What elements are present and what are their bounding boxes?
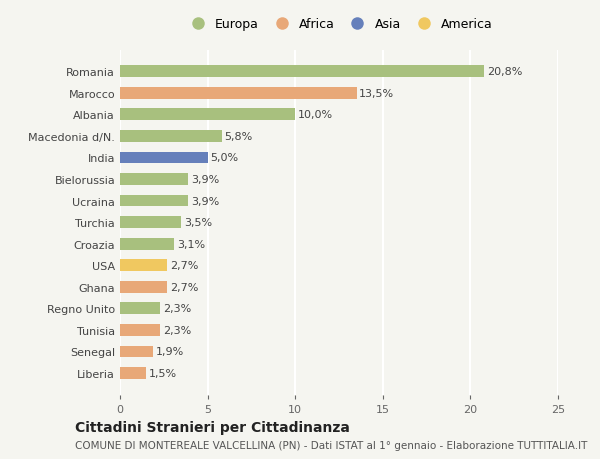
Bar [120, 346, 153, 358]
Bar [120, 367, 146, 379]
Text: 5,8%: 5,8% [224, 132, 253, 141]
Bar [120, 260, 167, 272]
Text: 1,5%: 1,5% [149, 368, 177, 378]
Text: COMUNE DI MONTEREALE VALCELLINA (PN) - Dati ISTAT al 1° gennaio - Elaborazione T: COMUNE DI MONTEREALE VALCELLINA (PN) - D… [75, 440, 587, 450]
Text: 3,1%: 3,1% [177, 239, 205, 249]
Bar [120, 152, 208, 164]
Bar [120, 131, 221, 142]
Bar [120, 217, 181, 229]
Legend: Europa, Africa, Asia, America: Europa, Africa, Asia, America [182, 16, 496, 34]
Bar [120, 109, 295, 121]
Text: 2,3%: 2,3% [163, 325, 191, 335]
Text: 2,7%: 2,7% [170, 261, 199, 271]
Bar [120, 324, 160, 336]
Text: 3,9%: 3,9% [191, 174, 219, 185]
Text: 3,9%: 3,9% [191, 196, 219, 206]
Text: 13,5%: 13,5% [359, 89, 394, 99]
Text: 20,8%: 20,8% [487, 67, 523, 77]
Text: 2,3%: 2,3% [163, 304, 191, 313]
Bar [120, 195, 188, 207]
Text: 5,0%: 5,0% [210, 153, 238, 163]
Bar [120, 303, 160, 314]
Text: 2,7%: 2,7% [170, 282, 199, 292]
Text: 10,0%: 10,0% [298, 110, 333, 120]
Text: Cittadini Stranieri per Cittadinanza: Cittadini Stranieri per Cittadinanza [75, 420, 350, 434]
Bar [120, 238, 175, 250]
Bar [120, 66, 484, 78]
Bar [120, 281, 167, 293]
Text: 3,5%: 3,5% [184, 218, 212, 228]
Text: 1,9%: 1,9% [156, 347, 184, 357]
Bar [120, 174, 188, 185]
Bar [120, 88, 356, 100]
